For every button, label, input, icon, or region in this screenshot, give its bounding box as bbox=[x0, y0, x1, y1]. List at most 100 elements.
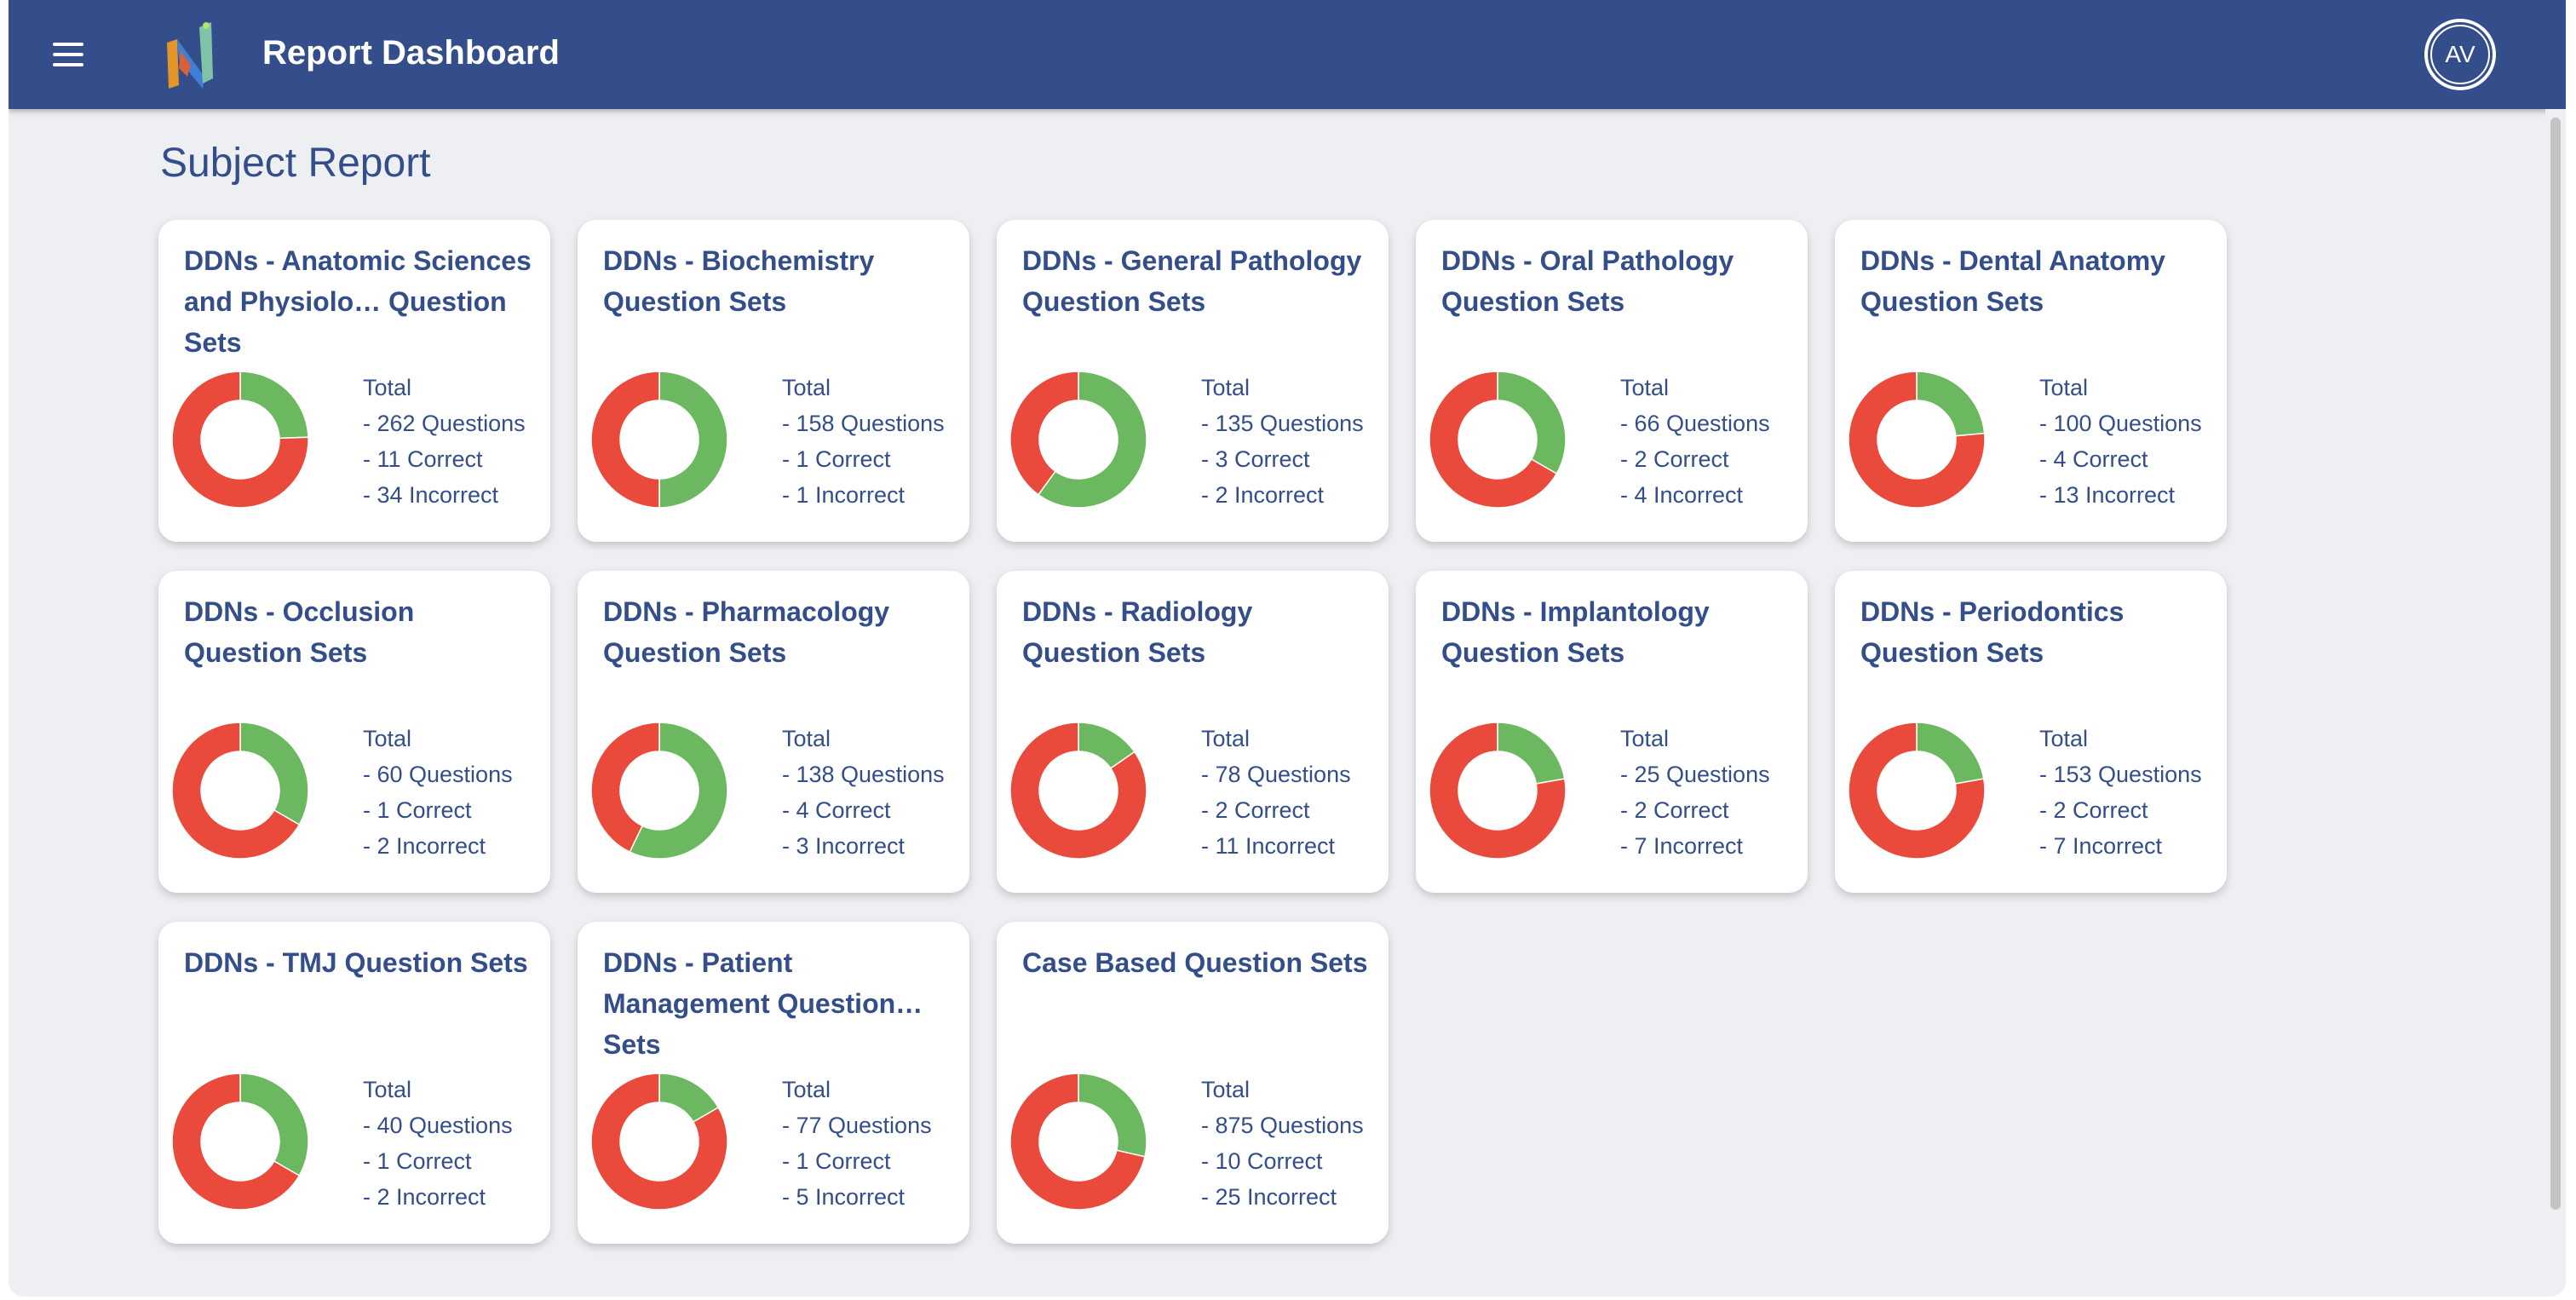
user-avatar[interactable]: AV bbox=[2424, 19, 2496, 90]
vertical-scrollbar[interactable] bbox=[2545, 109, 2566, 1297]
card-stats: Total - 66 Questions - 2 Correct - 4 Incorr… bbox=[1620, 370, 1770, 513]
correct-slice bbox=[1078, 1073, 1147, 1158]
score-donut-chart bbox=[1848, 371, 1986, 509]
questions-count: - 153 Questions bbox=[2039, 762, 2202, 787]
total-label: Total bbox=[782, 375, 831, 400]
subject-card[interactable]: DDNs - TMJ Question Sets Total - 40 Questi… bbox=[158, 922, 550, 1244]
incorrect-slice bbox=[1429, 371, 1558, 509]
questions-count: - 60 Questions bbox=[363, 762, 513, 787]
card-stats: Total - 135 Questions - 3 Correct - 2 Incor… bbox=[1201, 370, 1364, 513]
incorrect-count: - 13 Incorrect bbox=[2039, 482, 2176, 508]
card-stats: Total - 875 Questions - 10 Correct - 25 Inc… bbox=[1201, 1072, 1364, 1215]
subject-card[interactable]: DDNs - Biochemistry Question Sets Total - … bbox=[578, 220, 969, 542]
incorrect-slice bbox=[1429, 722, 1567, 860]
correct-slice bbox=[1916, 371, 1986, 437]
score-donut-chart bbox=[1429, 722, 1567, 860]
card-title: DDNs - Dental Anatomy Question Sets bbox=[1860, 245, 2165, 317]
score-donut-chart bbox=[171, 1073, 309, 1211]
score-donut-chart bbox=[1848, 722, 1986, 860]
incorrect-slice bbox=[590, 722, 660, 854]
incorrect-slice bbox=[590, 1073, 728, 1211]
incorrect-count: - 25 Incorrect bbox=[1201, 1184, 1337, 1210]
subject-card[interactable]: DDNs - Pharmacology Question Sets Total - … bbox=[578, 571, 969, 893]
incorrect-slice bbox=[171, 1073, 301, 1211]
questions-count: - 135 Questions bbox=[1201, 411, 1364, 436]
incorrect-slice bbox=[1848, 371, 1986, 509]
total-label: Total bbox=[782, 1077, 831, 1102]
incorrect-slice bbox=[590, 371, 660, 509]
total-label: Total bbox=[782, 726, 831, 751]
incorrect-count: - 7 Incorrect bbox=[2039, 833, 2163, 859]
incorrect-count: - 5 Incorrect bbox=[782, 1184, 906, 1210]
total-label: Total bbox=[1620, 375, 1670, 400]
questions-count: - 158 Questions bbox=[782, 411, 945, 436]
card-title: DDNs - Oral Pathology Question Sets bbox=[1441, 245, 1734, 317]
incorrect-slice bbox=[1009, 371, 1079, 496]
questions-count: - 262 Questions bbox=[363, 411, 526, 436]
card-title: Case Based Question Sets bbox=[1022, 947, 1368, 978]
total-label: Total bbox=[1201, 375, 1251, 400]
subject-card[interactable]: DDNs - General Pathology Question Sets To… bbox=[997, 220, 1389, 542]
card-title: DDNs - Pharmacology Question Sets bbox=[603, 596, 890, 668]
questions-count: - 40 Questions bbox=[363, 1113, 513, 1138]
correct-slice bbox=[239, 722, 309, 826]
card-stats: Total - 25 Questions - 2 Correct - 7 Incorr… bbox=[1620, 721, 1770, 864]
scrollbar-thumb[interactable] bbox=[2550, 118, 2561, 1210]
score-donut-chart bbox=[1009, 722, 1147, 860]
questions-count: - 875 Questions bbox=[1201, 1113, 1364, 1138]
score-donut-chart bbox=[171, 371, 309, 509]
correct-count: - 1 Correct bbox=[782, 1148, 891, 1174]
app-logo-icon bbox=[167, 22, 213, 89]
total-label: Total bbox=[1620, 726, 1670, 751]
card-stats: Total - 78 Questions - 2 Correct - 11 Incor… bbox=[1201, 721, 1351, 864]
questions-count: - 77 Questions bbox=[782, 1113, 932, 1138]
card-stats: Total - 100 Questions - 4 Correct - 13 Inco… bbox=[2039, 370, 2202, 513]
total-label: Total bbox=[363, 375, 412, 400]
correct-count: - 3 Correct bbox=[1201, 446, 1310, 472]
correct-count: - 11 Correct bbox=[363, 446, 483, 472]
card-title: DDNs - Patient Management Question… Sets bbox=[603, 947, 923, 1060]
card-stats: Total - 262 Questions - 11 Correct - 34 Inc… bbox=[363, 370, 526, 513]
card-title: DDNs - Implantology Question Sets bbox=[1441, 596, 1710, 668]
card-stats: Total - 40 Questions - 1 Correct - 2 Incorr… bbox=[363, 1072, 513, 1215]
correct-count: - 2 Correct bbox=[1620, 446, 1729, 472]
score-donut-chart bbox=[1009, 1073, 1147, 1211]
total-label: Total bbox=[2039, 375, 2089, 400]
subject-card[interactable]: DDNs - Dental Anatomy Question Sets Total… bbox=[1835, 220, 2227, 542]
card-title: DDNs - Periodontics Question Sets bbox=[1860, 596, 2125, 668]
incorrect-count: - 7 Incorrect bbox=[1620, 833, 1744, 859]
avatar-initials: AV bbox=[2430, 25, 2490, 84]
incorrect-slice bbox=[171, 722, 301, 860]
subject-card[interactable]: DDNs - Implantology Question Sets Total - … bbox=[1416, 571, 1808, 893]
correct-slice bbox=[658, 371, 728, 509]
total-label: Total bbox=[1201, 1077, 1251, 1102]
correct-count: - 1 Correct bbox=[363, 1148, 472, 1174]
questions-count: - 78 Questions bbox=[1201, 762, 1351, 787]
subject-card[interactable]: Case Based Question Sets Total - 875 Quest… bbox=[997, 922, 1389, 1244]
incorrect-slice bbox=[1009, 722, 1147, 860]
app-title: Report Dashboard bbox=[262, 34, 560, 72]
questions-count: - 100 Questions bbox=[2039, 411, 2202, 436]
subject-card[interactable]: DDNs - Patient Management Question… Sets… bbox=[578, 922, 969, 1244]
card-stats: Total - 138 Questions - 4 Correct - 3 Incor… bbox=[782, 721, 945, 864]
correct-slice bbox=[239, 1073, 309, 1177]
subject-card[interactable]: DDNs - Radiology Question Sets Total - 78 … bbox=[997, 571, 1389, 893]
app-window: Report Dashboard AV Subject Report DDNs … bbox=[9, 0, 2566, 1297]
card-stats: Total - 153 Questions - 2 Correct - 7 Incor… bbox=[2039, 721, 2202, 864]
hamburger-icon[interactable] bbox=[53, 37, 104, 72]
page-title: Subject Report bbox=[160, 141, 431, 186]
correct-count: - 2 Correct bbox=[2039, 797, 2148, 823]
card-title: DDNs - Radiology Question Sets bbox=[1022, 596, 1253, 668]
incorrect-count: - 34 Incorrect bbox=[363, 482, 499, 508]
card-title: DDNs - Anatomic Sciences and Physiolo… Q… bbox=[184, 245, 532, 358]
subject-card[interactable]: DDNs - Oral Pathology Question Sets Total… bbox=[1416, 220, 1808, 542]
subject-card[interactable]: DDNs - Anatomic Sciences and Physiolo… Q… bbox=[158, 220, 550, 542]
subject-card[interactable]: DDNs - Periodontics Question Sets Total - … bbox=[1835, 571, 2227, 893]
incorrect-slice bbox=[1009, 1073, 1146, 1211]
subject-card[interactable]: DDNs - Occlusion Question Sets Total - 60 … bbox=[158, 571, 550, 893]
card-stats: Total - 77 Questions - 1 Correct - 5 Incorr… bbox=[782, 1072, 932, 1215]
app-bar: Report Dashboard AV bbox=[9, 0, 2566, 109]
incorrect-count: - 11 Incorrect bbox=[1201, 833, 1336, 859]
card-title: DDNs - TMJ Question Sets bbox=[184, 947, 528, 978]
incorrect-count: - 2 Incorrect bbox=[363, 833, 486, 859]
